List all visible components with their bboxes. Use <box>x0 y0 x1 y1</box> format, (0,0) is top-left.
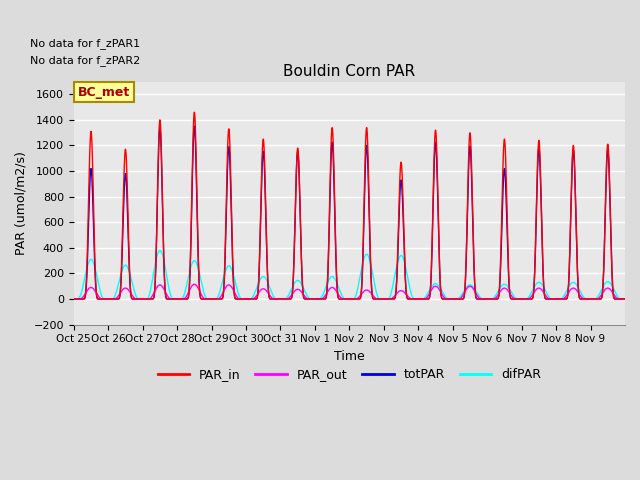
Y-axis label: PAR (umol/m2/s): PAR (umol/m2/s) <box>15 151 28 255</box>
totPAR <box>183 296 191 302</box>
difPAR <box>615 295 623 301</box>
PAR_in <box>420 296 428 302</box>
difPAR <box>621 296 629 302</box>
PAR_in <box>183 296 191 302</box>
difPAR <box>156 248 164 253</box>
difPAR <box>70 296 77 302</box>
PAR_out <box>420 296 428 302</box>
Line: PAR_in: PAR_in <box>74 112 625 299</box>
totPAR <box>469 217 477 223</box>
Line: totPAR: totPAR <box>74 126 625 299</box>
totPAR <box>191 123 198 129</box>
totPAR <box>420 296 428 302</box>
difPAR <box>537 280 545 286</box>
PAR_out <box>70 296 77 302</box>
Line: PAR_out: PAR_out <box>74 284 625 299</box>
PAR_in <box>469 211 477 216</box>
PAR_out <box>615 296 623 302</box>
PAR_in <box>615 296 623 302</box>
PAR_out <box>621 296 629 302</box>
Title: Bouldin Corn PAR: Bouldin Corn PAR <box>284 64 415 79</box>
PAR_out <box>504 288 511 293</box>
PAR_out <box>183 293 191 299</box>
PAR_out <box>191 281 198 287</box>
totPAR <box>537 192 545 198</box>
PAR_in <box>191 109 198 115</box>
totPAR <box>615 296 623 302</box>
totPAR <box>504 252 511 258</box>
PAR_out <box>469 285 477 291</box>
PAR_in <box>70 296 77 302</box>
Text: No data for f_zPAR1: No data for f_zPAR1 <box>29 38 140 48</box>
difPAR <box>420 296 428 301</box>
Legend: PAR_in, PAR_out, totPAR, difPAR: PAR_in, PAR_out, totPAR, difPAR <box>152 363 546 386</box>
PAR_in <box>504 242 511 248</box>
difPAR <box>469 284 477 289</box>
PAR_out <box>537 286 545 292</box>
Text: No data for f_zPAR2: No data for f_zPAR2 <box>29 55 140 66</box>
PAR_in <box>537 186 545 192</box>
difPAR <box>183 281 191 287</box>
difPAR <box>504 284 511 289</box>
Line: difPAR: difPAR <box>74 251 625 299</box>
X-axis label: Time: Time <box>334 350 365 363</box>
PAR_in <box>621 296 629 302</box>
totPAR <box>621 296 629 302</box>
Text: BC_met: BC_met <box>78 86 130 99</box>
totPAR <box>70 296 77 302</box>
